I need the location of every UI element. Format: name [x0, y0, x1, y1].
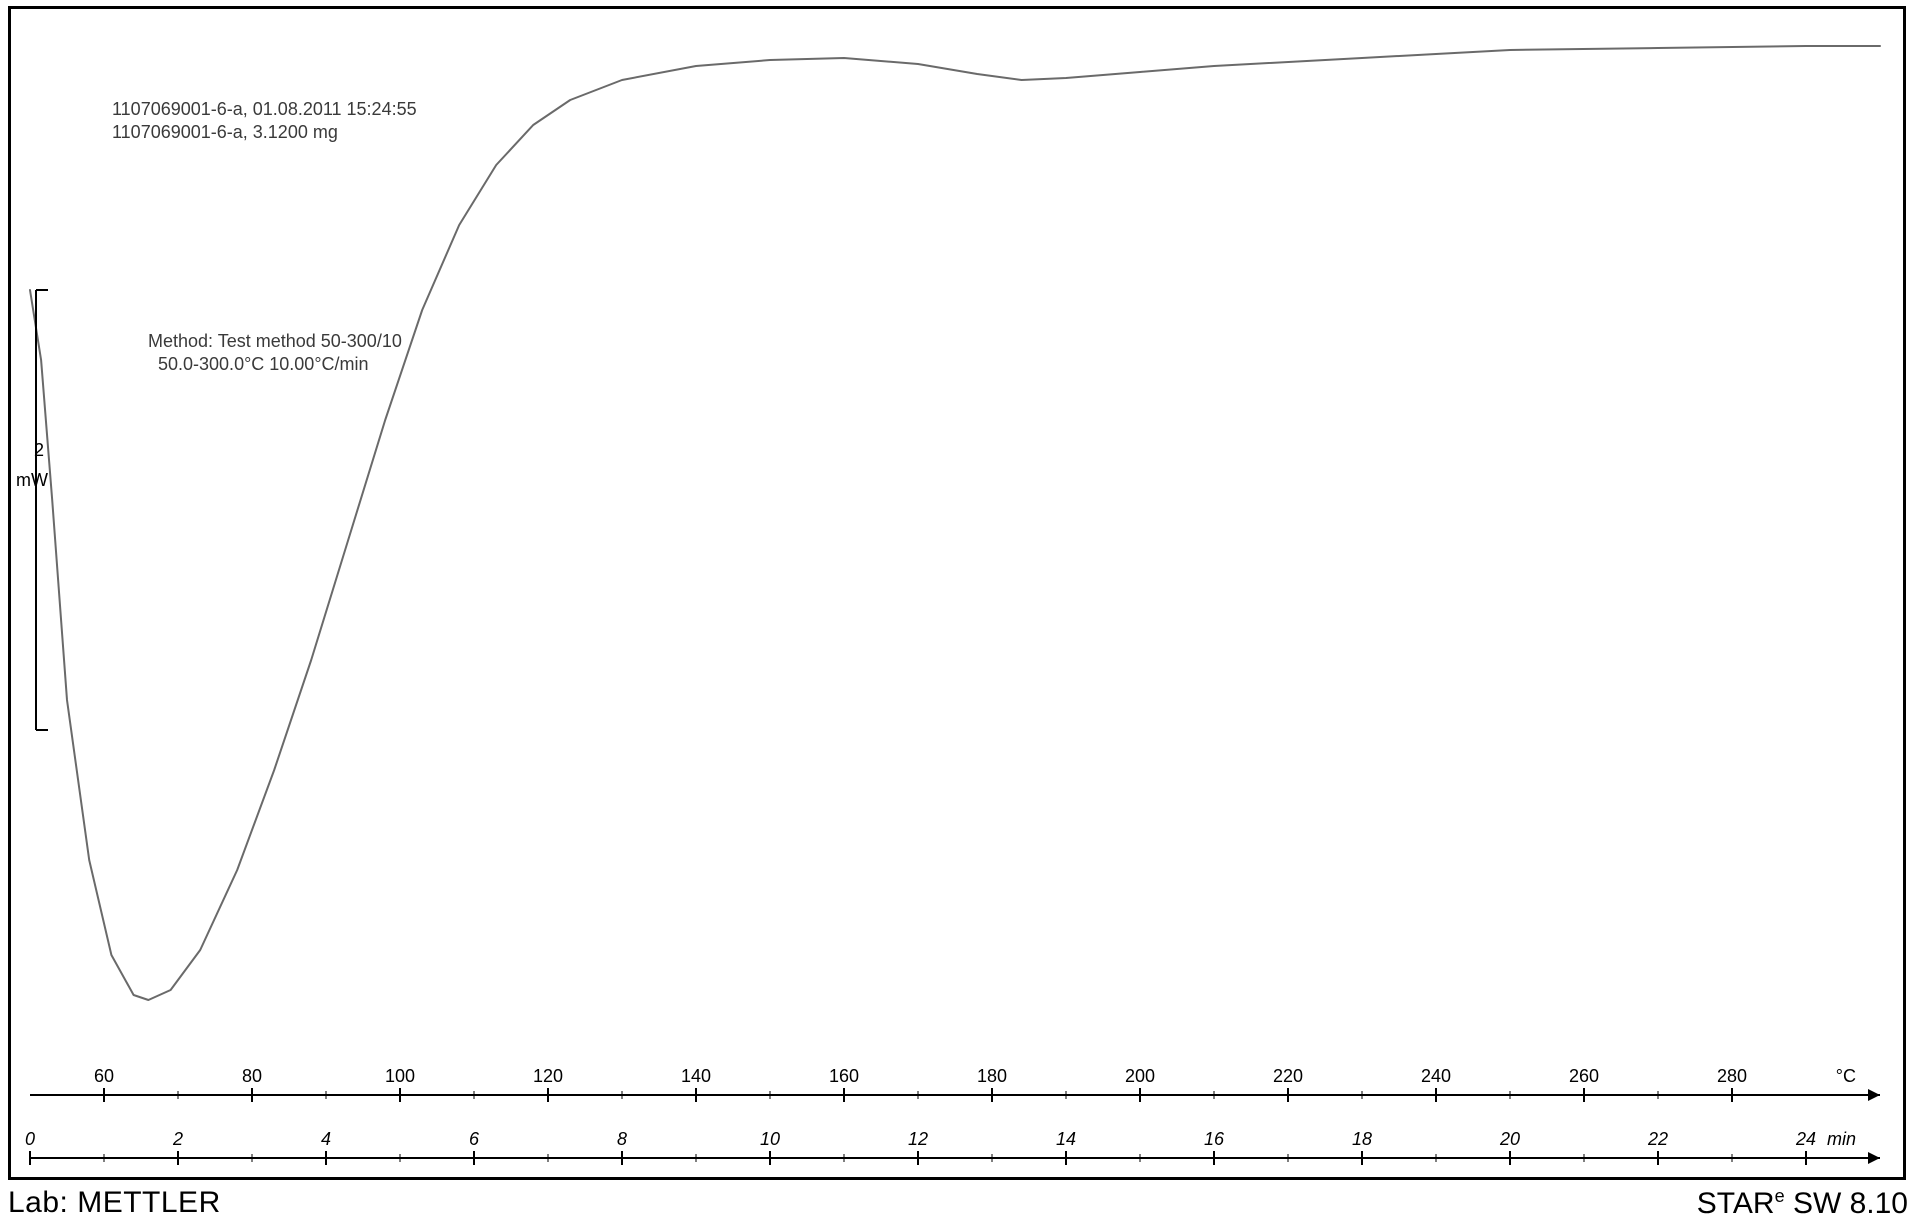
dsc-curve [30, 46, 1880, 1000]
temp-tick-label: 220 [1273, 1066, 1303, 1086]
temp-tick-label: 160 [829, 1066, 859, 1086]
temp-tick-label: 280 [1717, 1066, 1747, 1086]
time-tick-label: 10 [760, 1129, 780, 1149]
time-axis-unit: min [1827, 1129, 1856, 1149]
time-tick-label: 0 [25, 1129, 35, 1149]
time-tick-label: 20 [1499, 1129, 1520, 1149]
time-tick-label: 12 [908, 1129, 928, 1149]
time-tick-label: 6 [469, 1129, 480, 1149]
time-tick-label: 22 [1647, 1129, 1668, 1149]
time-tick-label: 4 [321, 1129, 331, 1149]
temp-tick-label: 80 [242, 1066, 262, 1086]
time-tick-label: 24 [1795, 1129, 1816, 1149]
time-axis: 024681012141618202224min [25, 1129, 1880, 1165]
temp-tick-label: 240 [1421, 1066, 1451, 1086]
time-tick-label: 16 [1204, 1129, 1225, 1149]
temp-axis-unit: °C [1836, 1066, 1856, 1086]
temp-tick-label: 60 [94, 1066, 114, 1086]
time-tick-label: 2 [172, 1129, 183, 1149]
dsc-chart: 6080100120140160180200220240260280°C0246… [0, 0, 1914, 1232]
temp-tick-label: 100 [385, 1066, 415, 1086]
temp-tick-label: 260 [1569, 1066, 1599, 1086]
temp-tick-label: 120 [533, 1066, 563, 1086]
y-scale-bar [36, 290, 48, 730]
time-tick-label: 8 [617, 1129, 627, 1149]
temp-tick-label: 180 [977, 1066, 1007, 1086]
time-tick-label: 18 [1352, 1129, 1372, 1149]
temp-tick-label: 200 [1125, 1066, 1155, 1086]
temp-tick-label: 140 [681, 1066, 711, 1086]
temperature-axis: 60 80 100 120 140 160 180 200 220 240 260 280 °C [30, 1066, 1880, 1102]
time-tick-label: 14 [1056, 1129, 1076, 1149]
